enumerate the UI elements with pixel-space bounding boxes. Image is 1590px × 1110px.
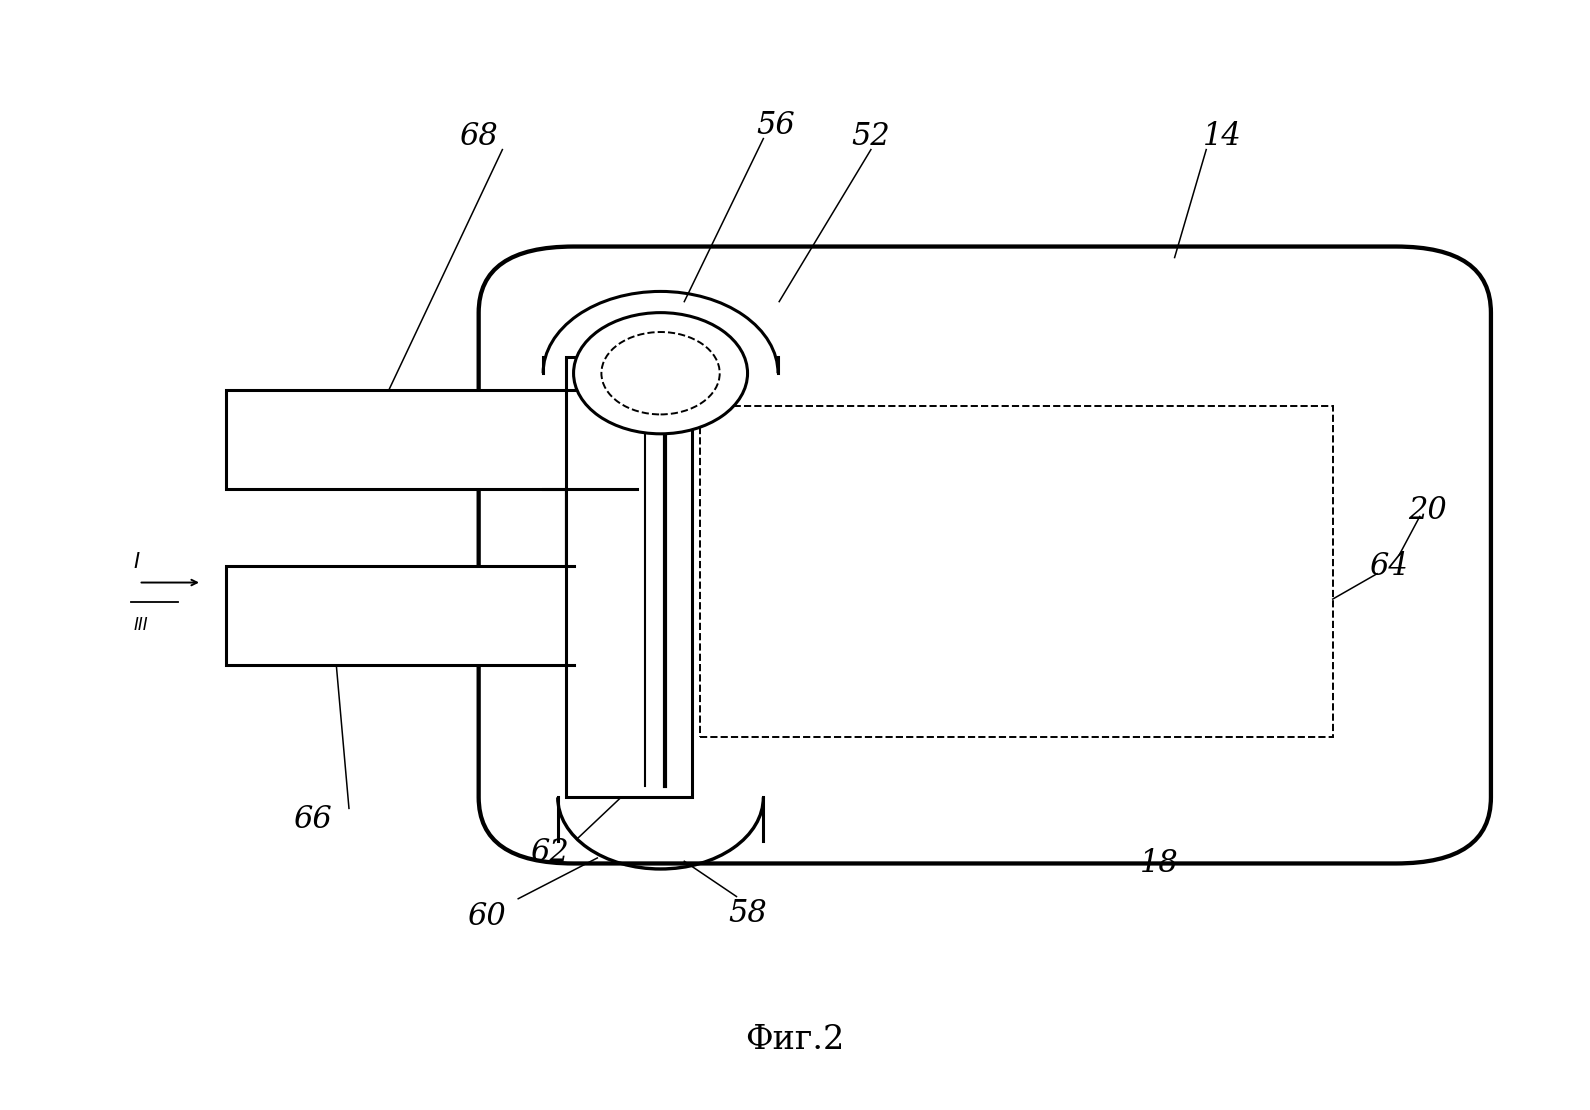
- Text: I: I: [134, 552, 140, 572]
- Text: 62: 62: [531, 837, 569, 868]
- Text: 64: 64: [1369, 551, 1407, 582]
- Bar: [226, 566, 574, 665]
- Text: 18: 18: [1140, 848, 1178, 879]
- Text: 60: 60: [467, 901, 506, 932]
- Text: 52: 52: [852, 121, 890, 152]
- Text: 58: 58: [728, 898, 766, 929]
- Text: 14: 14: [1202, 121, 1242, 152]
- Text: III: III: [134, 616, 148, 634]
- Text: 56: 56: [757, 110, 795, 141]
- Text: 20: 20: [1409, 495, 1447, 526]
- Circle shape: [574, 313, 747, 434]
- Bar: [226, 390, 638, 488]
- Bar: [700, 406, 1332, 737]
- Bar: [566, 356, 692, 797]
- Text: Фиг.2: Фиг.2: [746, 1023, 844, 1056]
- Text: 68: 68: [460, 121, 498, 152]
- Text: 66: 66: [293, 804, 332, 835]
- FancyBboxPatch shape: [479, 246, 1491, 864]
